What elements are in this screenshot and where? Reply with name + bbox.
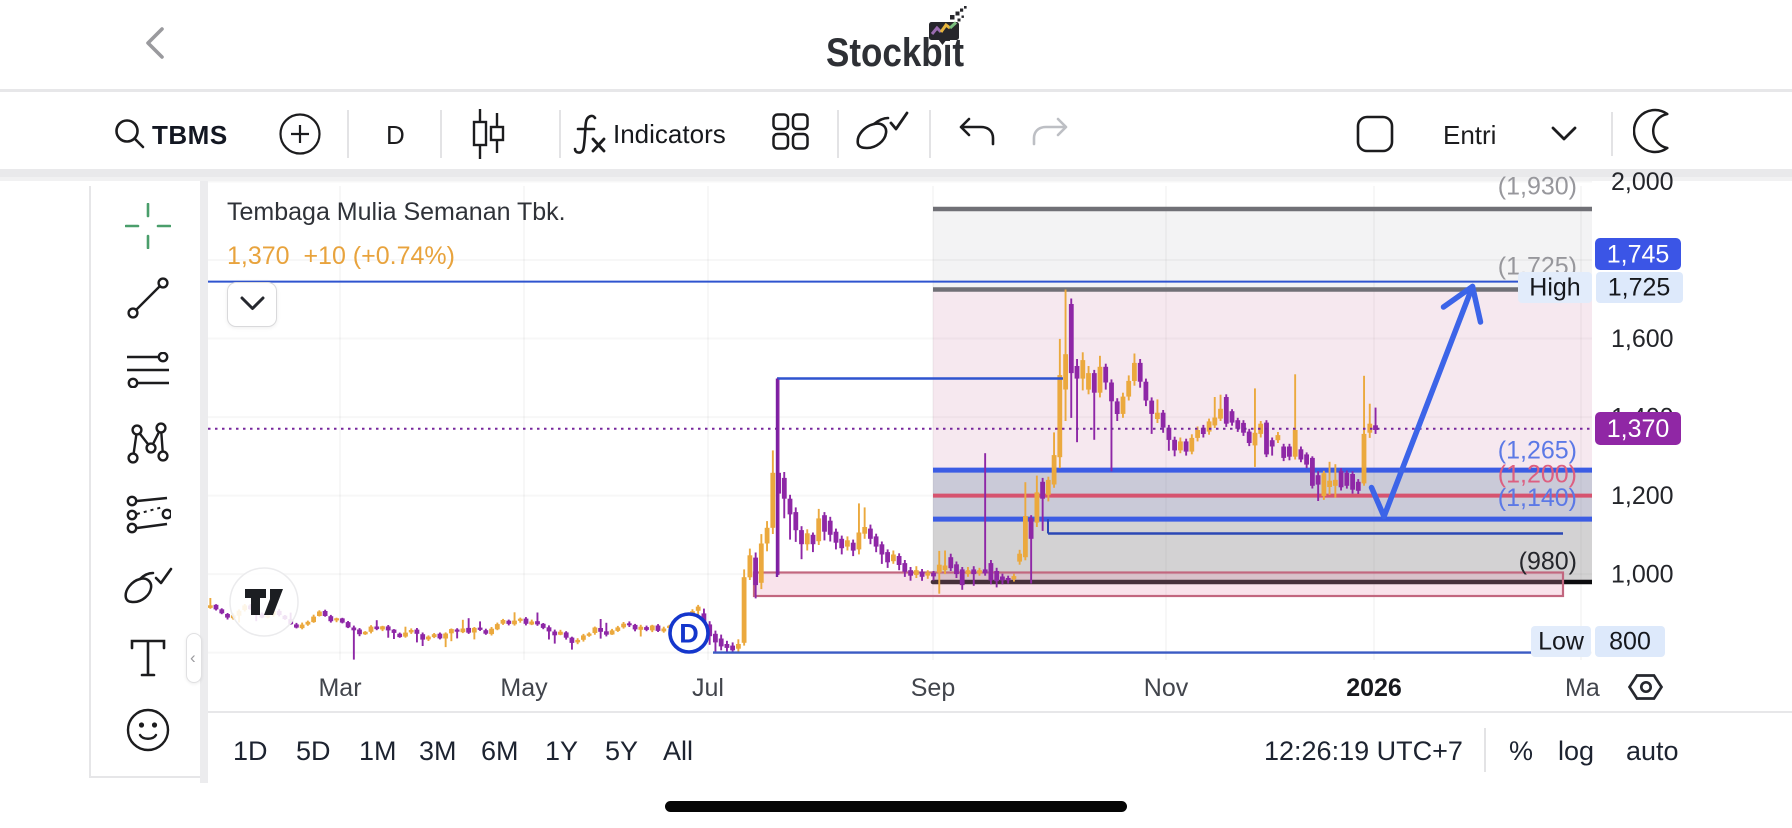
svg-text:(1,930): (1,930)	[1498, 173, 1577, 201]
svg-text:1,600: 1,600	[1611, 325, 1674, 353]
svg-text:(1,200): (1,200)	[1498, 461, 1577, 489]
svg-text:Ma: Ma	[1565, 674, 1600, 702]
svg-text:1,745: 1,745	[1607, 241, 1670, 269]
svg-text:May: May	[500, 674, 548, 702]
svg-text:(1,265): (1,265)	[1498, 437, 1577, 465]
svg-text:(1,140): (1,140)	[1498, 484, 1577, 512]
svg-text:2,000: 2,000	[1611, 168, 1674, 196]
svg-text:800: 800	[1609, 628, 1651, 656]
svg-text:1,200: 1,200	[1611, 482, 1674, 510]
svg-text:(980): (980)	[1519, 548, 1577, 576]
svg-text:High: High	[1529, 274, 1580, 302]
svg-text:1,370: 1,370	[1607, 415, 1670, 443]
svg-text:Sep: Sep	[911, 674, 955, 702]
svg-text:Mar: Mar	[318, 674, 361, 702]
svg-text:Jul: Jul	[692, 674, 724, 702]
svg-text:1,725: 1,725	[1608, 274, 1671, 302]
svg-text:Nov: Nov	[1144, 674, 1189, 702]
svg-text:2026: 2026	[1346, 674, 1402, 702]
svg-text:1,000: 1,000	[1611, 561, 1674, 589]
svg-text:Low: Low	[1538, 628, 1585, 656]
svg-text:D: D	[679, 619, 699, 649]
